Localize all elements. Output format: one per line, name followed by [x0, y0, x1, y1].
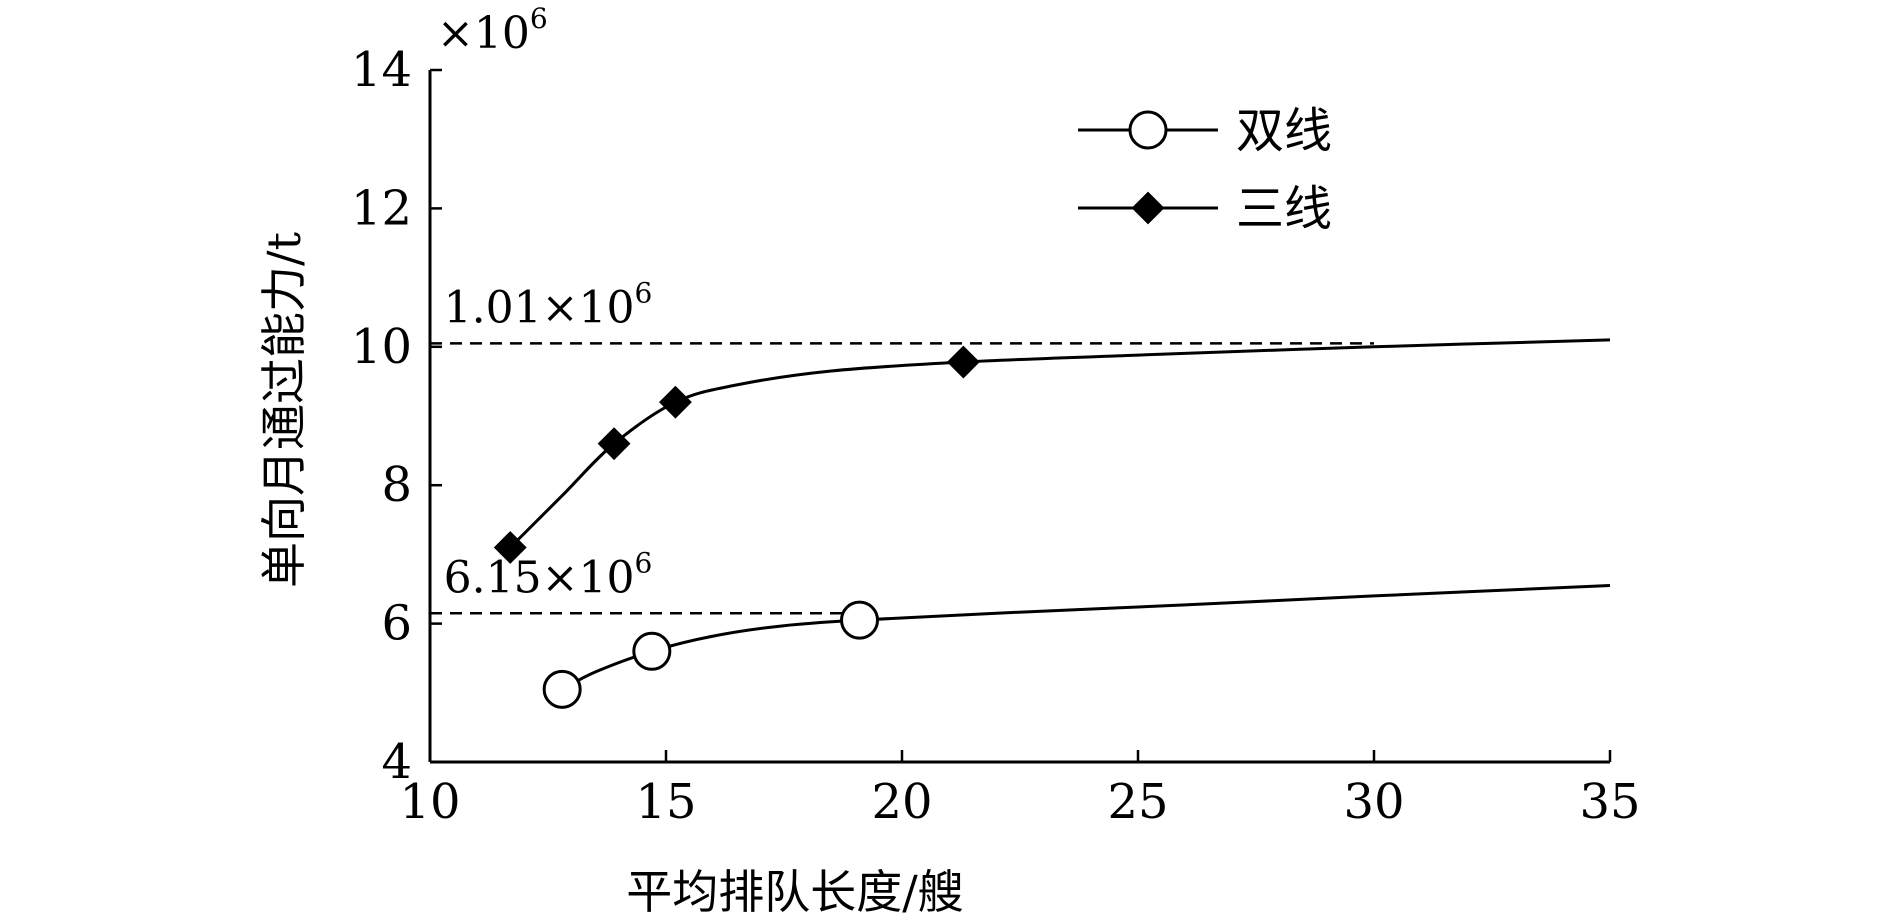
data-point-s2-1: [493, 531, 527, 564]
data-point-s1-3: [840, 600, 880, 640]
x-tick-label-20: 20: [871, 774, 932, 830]
series-line-2: [509, 338, 1611, 549]
y-axis-label: 单向月通过能力/t: [257, 231, 311, 587]
reference-lines: [430, 342, 1374, 615]
reference-line-label-2: 6.15×106: [444, 546, 653, 603]
y-tick-label-4: 4: [381, 734, 412, 790]
legend-marker-1: [1128, 110, 1168, 150]
legend-label-1: 双线: [1236, 103, 1332, 159]
data-point-s1-2: [632, 631, 672, 671]
data-point-s1-1: [542, 669, 582, 709]
y-tick-label-14: 14: [351, 42, 412, 98]
data-point-s2-3: [659, 385, 692, 419]
legend-marker-2: [1131, 191, 1165, 225]
reference-line-label-1: 1.01×106: [444, 277, 653, 334]
y-tick-label-12: 12: [351, 180, 412, 236]
y-axis-multiplier: ×106: [437, 2, 548, 59]
y-tick-label-6: 6: [381, 596, 412, 652]
x-axis-label: 平均排队长度/艘: [626, 865, 964, 919]
x-tick-label-25: 25: [1107, 774, 1168, 830]
y-tick-label-10: 10: [351, 319, 412, 375]
axes: [428, 68, 1612, 764]
legend-label-2: 三线: [1236, 181, 1332, 237]
series-line-1: [561, 584, 1611, 691]
data-point-s2-4: [946, 345, 980, 379]
data-point-s2-2: [597, 427, 631, 461]
series-markers: [493, 345, 980, 709]
x-tick-label-30: 30: [1343, 774, 1404, 830]
tick-labels: 10 15 20 25 30 35 4 6 8 10 12 14: [351, 42, 1641, 830]
x-tick-label-15: 15: [635, 774, 696, 830]
y-tick-label-8: 8: [381, 457, 412, 513]
x-tick-label-35: 35: [1579, 774, 1640, 830]
reference-line-labels: 1.01×106 6.15×106: [444, 277, 653, 604]
x-tick-label-10: 10: [399, 774, 460, 830]
